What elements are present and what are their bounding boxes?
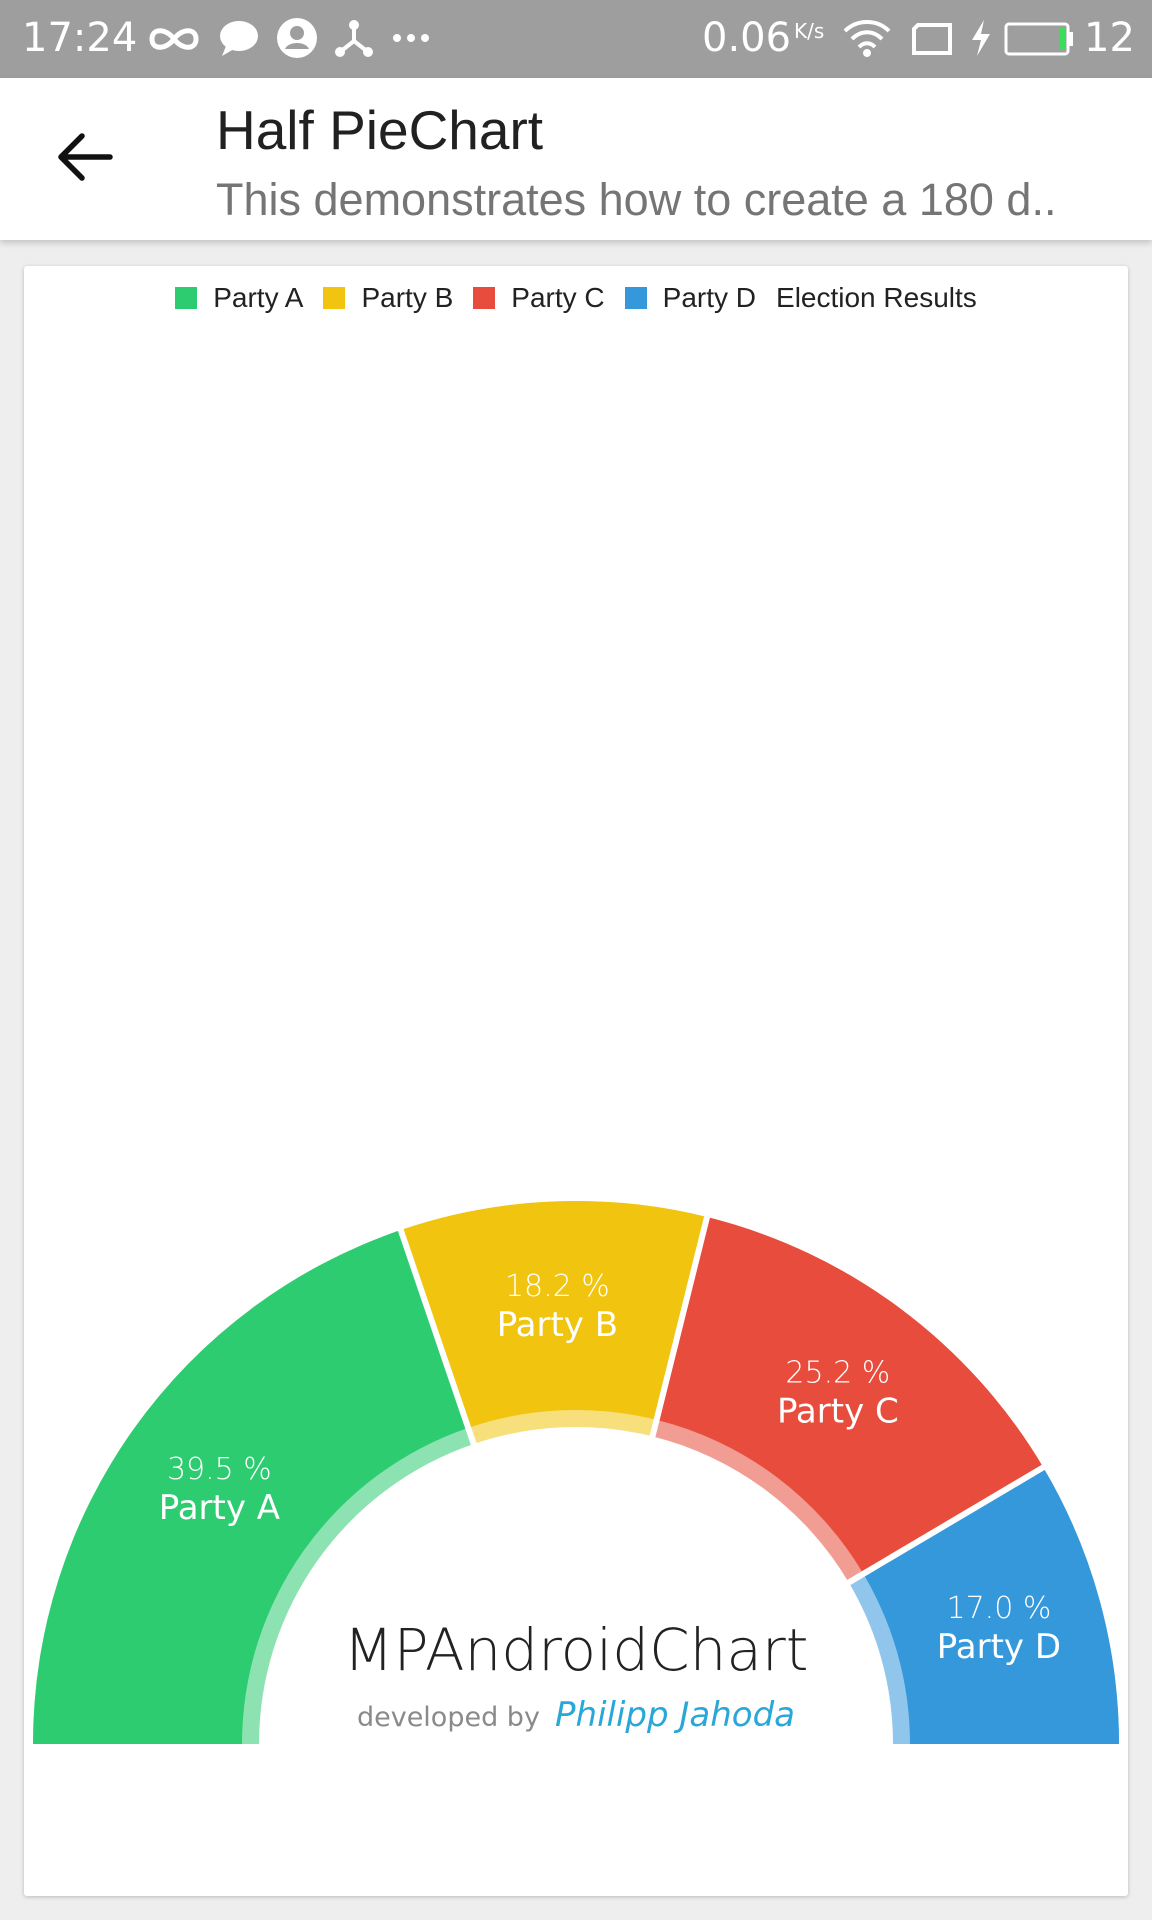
legend-label-party-a: Party A — [213, 282, 304, 313]
share-icon — [335, 20, 373, 57]
center-credit-prefix: developed by — [357, 1702, 540, 1733]
pie-slice-party-a[interactable] — [33, 1230, 469, 1744]
slice-label-party-d: Party D — [937, 1627, 1061, 1667]
legend-swatch-party-a — [175, 287, 198, 309]
center-credit: developed by Philipp Jahoda — [357, 1695, 795, 1735]
infinity-icon — [149, 28, 199, 50]
legend-label-title: Election Results — [776, 282, 977, 313]
slice-separator — [649, 1212, 711, 1440]
slice-label-party-c: Party C — [777, 1391, 899, 1431]
status-bar: 17:24 0.06 K/s 12 — [0, 0, 1152, 78]
half-pie-chart[interactable]: 39.5 %Party A18.2 %Party B25.2 %Party C1… — [24, 266, 1128, 1896]
battery-level: 12 — [1084, 15, 1135, 61]
legend-swatch-party-d — [624, 287, 647, 309]
back-arrow-icon[interactable] — [50, 122, 120, 192]
slice-value-party-a: 39.5 % — [167, 1452, 272, 1487]
slice-label-party-b: Party B — [497, 1305, 618, 1345]
app-bar: Half PieChart This demonstrates how to c… — [0, 78, 1152, 240]
legend-label-party-d: Party D — [662, 282, 757, 313]
center-title: MPAndroidChart — [344, 1616, 809, 1684]
net-speed-unit: K/s — [794, 19, 825, 43]
legend-swatch-party-b — [323, 287, 346, 309]
wifi-icon — [843, 20, 891, 57]
slice-separator — [396, 1225, 478, 1447]
charging-icon — [972, 20, 990, 56]
page-subtitle: This demonstrates how to create a 180 d.… — [216, 174, 1057, 225]
legend-swatch-party-c — [473, 287, 496, 309]
slice-value-party-d: 17.0 % — [947, 1591, 1052, 1626]
status-time: 17:24 — [22, 15, 138, 61]
screen-icon — [912, 23, 952, 55]
chat-icon — [220, 21, 258, 56]
slice-value-party-c: 25.2 % — [785, 1355, 890, 1390]
legend-item-party-c: Party C — [473, 282, 605, 314]
chart-card[interactable]: Party A Party B Party C Party D Election… — [24, 266, 1128, 1896]
legend-label-party-c: Party C — [511, 282, 605, 313]
legend-item-title: Election Results — [776, 282, 977, 314]
battery-icon — [1004, 22, 1073, 56]
legend-item-party-a: Party A — [175, 282, 303, 314]
slice-separator — [845, 1462, 1049, 1587]
pie-slice-party-c[interactable] — [656, 1217, 1044, 1574]
page-title: Half PieChart — [216, 99, 544, 161]
legend-label-party-b: Party B — [361, 282, 454, 313]
account-icon — [277, 18, 317, 58]
legend-item-party-d: Party D — [624, 282, 757, 314]
more-dots-icon — [393, 34, 429, 42]
pie-slice-party-b[interactable] — [400, 1201, 708, 1428]
slice-label-party-a: Party A — [159, 1488, 280, 1528]
slice-value-party-b: 18.2 % — [505, 1269, 610, 1304]
chart-legend: Party A Party B Party C Party D Election… — [24, 276, 1128, 320]
center-credit-author: Philipp Jahoda — [555, 1695, 795, 1735]
legend-item-party-b: Party B — [323, 282, 453, 314]
net-speed: 0.06 — [702, 15, 792, 61]
